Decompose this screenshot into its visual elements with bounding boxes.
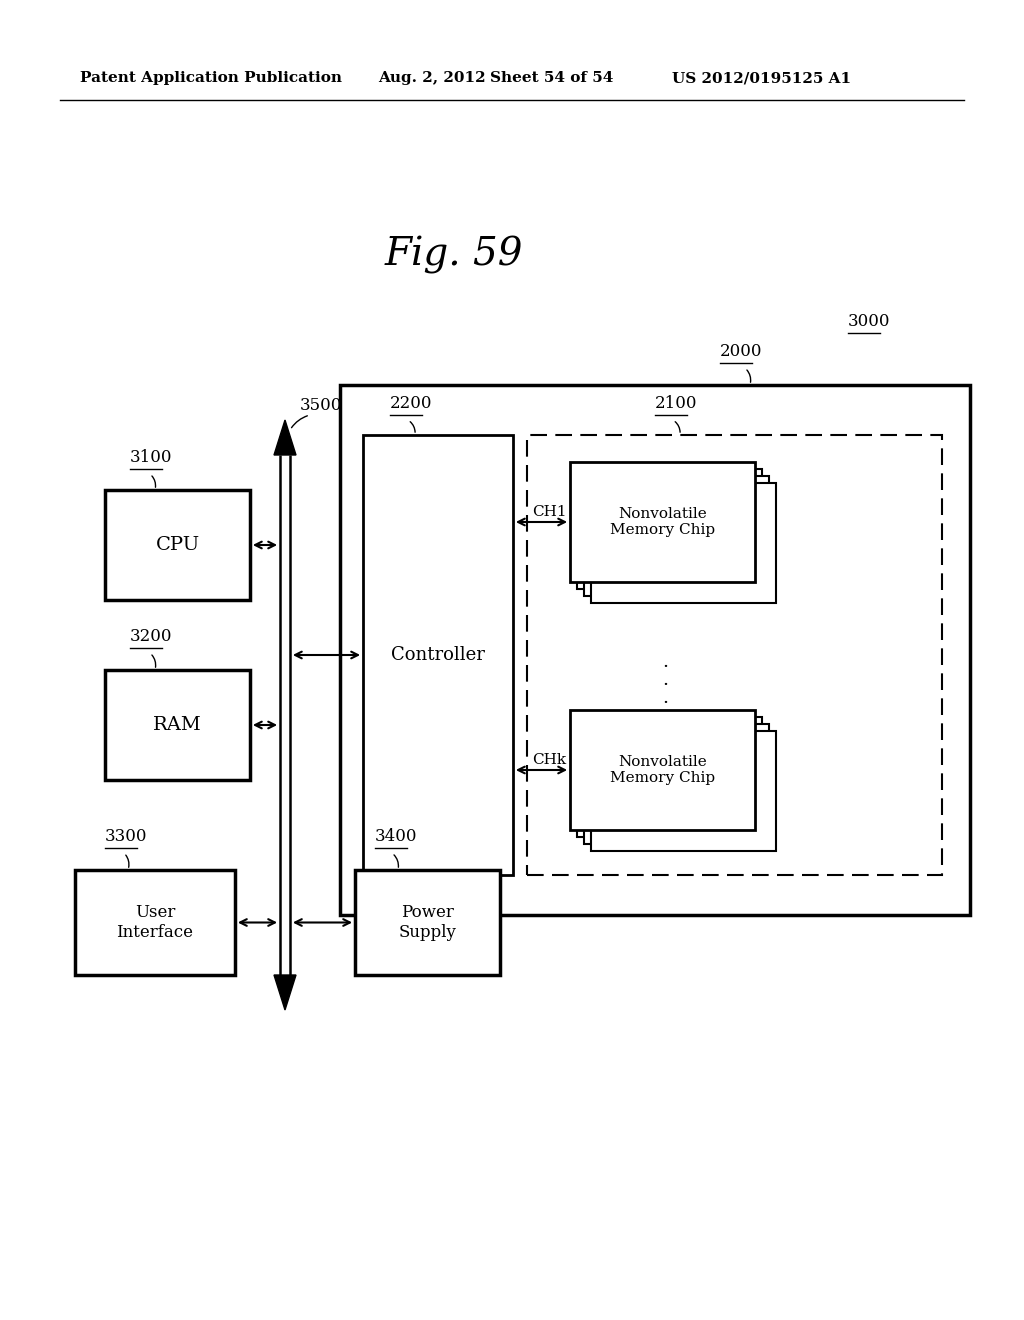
Text: 3200: 3200: [130, 628, 172, 645]
Bar: [577, 469, 762, 589]
FancyArrow shape: [274, 420, 296, 455]
Text: 2100: 2100: [655, 395, 697, 412]
Bar: [591, 483, 776, 603]
Text: Sheet 54 of 54: Sheet 54 of 54: [490, 71, 613, 84]
Bar: [577, 717, 762, 837]
Text: 3100: 3100: [130, 449, 172, 466]
Bar: [527, 436, 942, 875]
Bar: [105, 671, 250, 780]
Text: 3400: 3400: [375, 828, 418, 845]
Bar: [75, 870, 234, 975]
Text: ·: ·: [663, 694, 669, 711]
Text: ·: ·: [663, 657, 669, 676]
Bar: [340, 385, 970, 915]
Text: 3000: 3000: [848, 313, 891, 330]
Text: 2000: 2000: [720, 343, 763, 360]
Bar: [570, 462, 755, 582]
Bar: [584, 477, 769, 597]
Bar: [355, 870, 500, 975]
Bar: [105, 490, 250, 601]
Text: Nonvolatile
Memory Chip: Nonvolatile Memory Chip: [610, 755, 715, 785]
Text: CHk: CHk: [532, 752, 566, 767]
Bar: [570, 710, 755, 830]
Bar: [591, 731, 776, 851]
Text: ·: ·: [663, 676, 669, 694]
FancyArrow shape: [274, 975, 296, 1010]
Text: 2200: 2200: [390, 395, 432, 412]
Text: Nonvolatile
Memory Chip: Nonvolatile Memory Chip: [610, 507, 715, 537]
Bar: [362, 436, 513, 875]
Text: Power
Supply: Power Supply: [398, 904, 457, 941]
Text: 3500: 3500: [300, 396, 342, 413]
Text: CPU: CPU: [156, 536, 200, 554]
Text: CH1: CH1: [532, 506, 566, 519]
Bar: [584, 723, 769, 843]
Text: User
Interface: User Interface: [117, 904, 194, 941]
Text: RAM: RAM: [154, 715, 202, 734]
Text: 3300: 3300: [105, 828, 147, 845]
Text: Patent Application Publication: Patent Application Publication: [80, 71, 342, 84]
Text: Aug. 2, 2012: Aug. 2, 2012: [378, 71, 485, 84]
Text: Fig. 59: Fig. 59: [385, 236, 523, 275]
Text: Controller: Controller: [391, 645, 485, 664]
Text: US 2012/0195125 A1: US 2012/0195125 A1: [672, 71, 851, 84]
